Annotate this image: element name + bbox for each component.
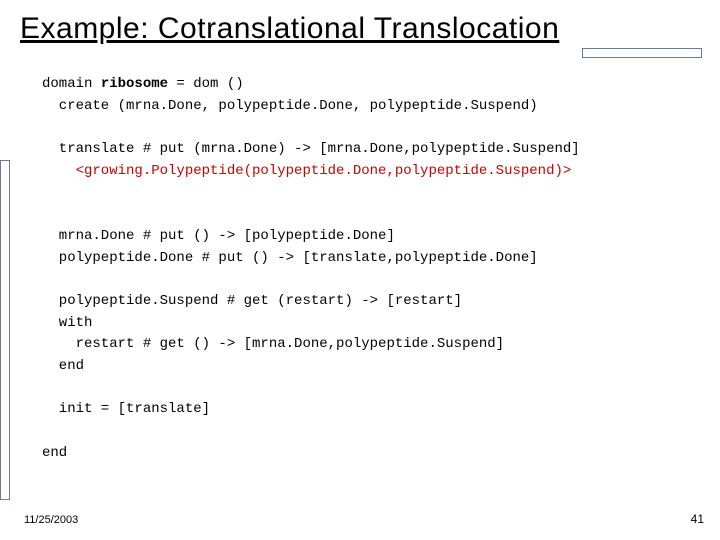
code-line-5: <growing.Polypeptide(polypeptide.Done,po… <box>42 163 571 179</box>
code-line-11: polypeptide.Suspend # get (restart) -> [… <box>42 293 462 309</box>
title-accent-box <box>582 48 702 58</box>
code-line-1c: = dom () <box>168 76 244 92</box>
code-line-2: create (mrna.Done, polypeptide.Done, pol… <box>42 98 538 114</box>
left-accent-bar <box>0 160 10 500</box>
slide-title: Example: Cotranslational Translocation <box>20 12 700 46</box>
code-line-16: init = [translate] <box>42 401 210 417</box>
footer-date: 11/25/2003 <box>24 514 78 526</box>
code-line-4: translate # put (mrna.Done) -> [mrna.Don… <box>42 141 580 157</box>
code-line-12: with <box>42 315 92 331</box>
code-line-1a: domain <box>42 76 101 92</box>
code-line-13: restart # get () -> [mrna.Done,polypepti… <box>42 336 504 352</box>
footer-page-number: 41 <box>691 512 704 526</box>
code-block: domain ribosome = dom () create (mrna.Do… <box>42 74 700 464</box>
code-line-1b: ribosome <box>101 76 168 92</box>
code-line-9: polypeptide.Done # put () -> [translate,… <box>42 250 538 266</box>
code-line-14: end <box>42 358 84 374</box>
code-line-18: end <box>42 445 67 461</box>
code-line-8: mrna.Done # put () -> [polypeptide.Done] <box>42 228 395 244</box>
